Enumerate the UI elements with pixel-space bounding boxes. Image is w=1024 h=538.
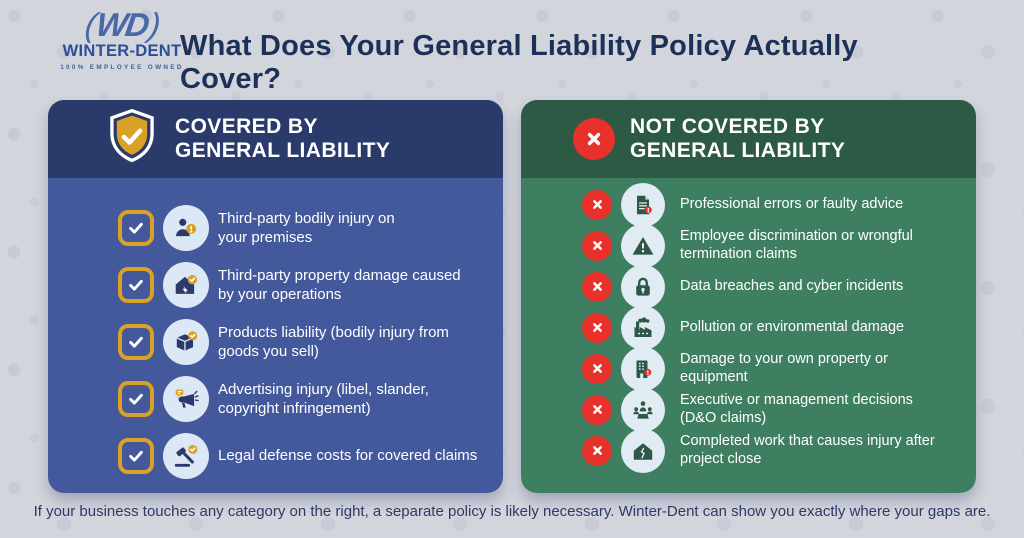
not-covered-item: Completed work that causes injury after … bbox=[582, 428, 966, 473]
logo-company-name: WINTER-DENT bbox=[62, 42, 182, 60]
x-mark-icon bbox=[582, 189, 612, 220]
checkbox-check-icon bbox=[118, 438, 154, 474]
not-covered-item: Pollution or environmental damage bbox=[582, 305, 966, 350]
covered-item: Advertising injury (libel, slander, copy… bbox=[118, 376, 489, 422]
covered-item-text: Third-party property damage caused by yo… bbox=[218, 266, 461, 303]
x-mark-icon bbox=[582, 353, 612, 384]
not-covered-item-text: Damage to your own property or equipment bbox=[680, 350, 888, 385]
covered-item: Legal defense costs for covered claims bbox=[118, 433, 489, 479]
not-covered-panel-header: NOT COVERED BY GENERAL LIABILITY bbox=[521, 100, 976, 178]
page-title: What Does Your General Liability Policy … bbox=[180, 30, 858, 95]
covered-item: Third-party property damage caused by yo… bbox=[118, 262, 489, 308]
padlock-icon bbox=[621, 264, 665, 309]
not-covered-item-text: Professional errors or faulty advice bbox=[680, 195, 904, 212]
not-covered-panel: NOT COVERED BY GENERAL LIABILITY Profess… bbox=[521, 100, 976, 493]
house-crack-icon bbox=[621, 428, 665, 473]
not-covered-item: Professional errors or faulty advice bbox=[582, 182, 966, 227]
not-covered-item: Data breaches and cyber incidents bbox=[582, 264, 966, 309]
covered-item-text: Products liability (bodily injury from g… bbox=[218, 323, 449, 360]
covered-panel-header: COVERED BY GENERAL LIABILITY bbox=[48, 100, 503, 178]
checkbox-check-icon bbox=[118, 324, 154, 360]
x-mark-icon bbox=[582, 435, 612, 466]
covered-panel-body: Third-party bodily injury on your premis… bbox=[48, 178, 503, 493]
not-covered-item: Executive or management decisions (D&O c… bbox=[582, 387, 966, 432]
not-covered-item-text: Data breaches and cyber incidents bbox=[680, 277, 904, 294]
not-covered-item-text: Employee discrimination or wrongful term… bbox=[680, 227, 913, 262]
house-property-icon bbox=[163, 262, 209, 308]
logo-tagline: 100% EMPLOYEE OWNED bbox=[60, 64, 184, 71]
covered-panel-heading: COVERED BY GENERAL LIABILITY bbox=[175, 114, 391, 162]
covered-panel: COVERED BY GENERAL LIABILITY Third-party… bbox=[48, 100, 503, 493]
covered-item: Third-party bodily injury on your premis… bbox=[118, 205, 489, 251]
not-covered-item: Employee discrimination or wrongful term… bbox=[582, 223, 966, 268]
covered-item-text: Legal defense costs for covered claims bbox=[218, 447, 478, 465]
x-mark-icon bbox=[582, 271, 612, 302]
covered-item-text: Third-party bodily injury on your premis… bbox=[218, 209, 395, 246]
building-damage-icon bbox=[621, 346, 665, 391]
x-circle-icon bbox=[573, 118, 615, 160]
not-covered-panel-body: Professional errors or faulty advice Emp… bbox=[521, 178, 976, 493]
megaphone-icon bbox=[163, 376, 209, 422]
not-covered-item-text: Executive or management decisions (D&O c… bbox=[680, 391, 913, 426]
checkbox-check-icon bbox=[118, 381, 154, 417]
warning-triangle-icon bbox=[621, 223, 665, 268]
gavel-icon bbox=[163, 433, 209, 479]
x-mark-icon bbox=[582, 394, 612, 425]
x-mark-icon bbox=[582, 230, 612, 261]
person-injury-icon bbox=[163, 205, 209, 251]
factory-pollution-icon bbox=[621, 305, 665, 350]
covered-item: Products liability (bodily injury from g… bbox=[118, 319, 489, 365]
x-mark-icon bbox=[582, 312, 612, 343]
executives-icon bbox=[621, 387, 665, 432]
footer-note: If your business touches any category on… bbox=[33, 503, 991, 520]
checkbox-check-icon bbox=[118, 267, 154, 303]
product-box-icon bbox=[163, 319, 209, 365]
logo-mark: WD bbox=[50, 6, 195, 43]
covered-item-text: Advertising injury (libel, slander, copy… bbox=[218, 380, 429, 417]
winter-dent-logo: WD WINTER-DENT 100% EMPLOYEE OWNED bbox=[50, 6, 195, 71]
checkbox-check-icon bbox=[118, 210, 154, 246]
shield-check-icon bbox=[104, 108, 160, 171]
document-error-icon bbox=[621, 182, 665, 227]
not-covered-item-text: Pollution or environmental damage bbox=[680, 318, 905, 335]
not-covered-item: Damage to your own property or equipment bbox=[582, 346, 966, 391]
not-covered-panel-heading: NOT COVERED BY GENERAL LIABILITY bbox=[630, 114, 846, 162]
not-covered-item-text: Completed work that causes injury after … bbox=[680, 432, 935, 467]
